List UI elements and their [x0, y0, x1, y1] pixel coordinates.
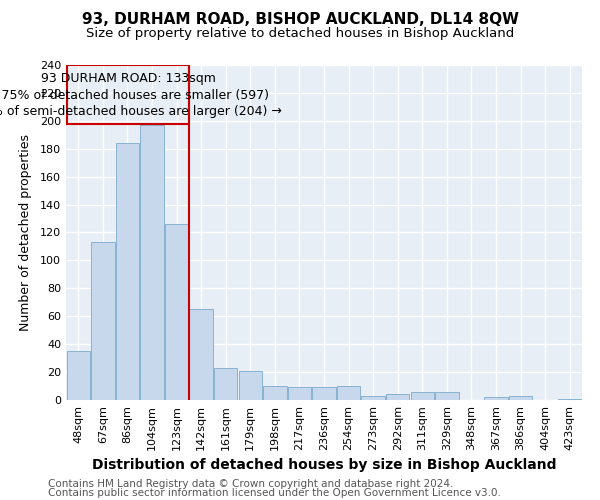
Bar — [263, 386, 287, 400]
X-axis label: Distribution of detached houses by size in Bishop Auckland: Distribution of detached houses by size … — [92, 458, 556, 472]
Bar — [435, 392, 458, 400]
Bar — [140, 125, 164, 400]
Bar — [509, 396, 532, 400]
Bar — [91, 242, 115, 400]
Bar — [116, 143, 139, 400]
Text: Contains HM Land Registry data © Crown copyright and database right 2024.: Contains HM Land Registry data © Crown c… — [48, 479, 454, 489]
Bar — [410, 392, 434, 400]
Y-axis label: Number of detached properties: Number of detached properties — [19, 134, 32, 331]
Bar — [558, 398, 581, 400]
Bar — [337, 386, 360, 400]
Text: 25% of semi-detached houses are larger (204) →: 25% of semi-detached houses are larger (… — [0, 106, 281, 118]
Bar — [214, 368, 238, 400]
Text: 93 DURHAM ROAD: 133sqm: 93 DURHAM ROAD: 133sqm — [41, 72, 215, 85]
Bar — [361, 396, 385, 400]
Text: Contains public sector information licensed under the Open Government Licence v3: Contains public sector information licen… — [48, 488, 501, 498]
Bar — [67, 351, 90, 400]
Bar — [67, 65, 189, 124]
Bar — [239, 370, 262, 400]
Bar — [386, 394, 409, 400]
Bar — [165, 224, 188, 400]
Text: Size of property relative to detached houses in Bishop Auckland: Size of property relative to detached ho… — [86, 28, 514, 40]
Bar — [313, 388, 335, 400]
Bar — [484, 397, 508, 400]
Text: 93, DURHAM ROAD, BISHOP AUCKLAND, DL14 8QW: 93, DURHAM ROAD, BISHOP AUCKLAND, DL14 8… — [82, 12, 518, 28]
Bar — [190, 310, 213, 400]
Text: ← 75% of detached houses are smaller (597): ← 75% of detached houses are smaller (59… — [0, 88, 269, 102]
Bar — [288, 388, 311, 400]
